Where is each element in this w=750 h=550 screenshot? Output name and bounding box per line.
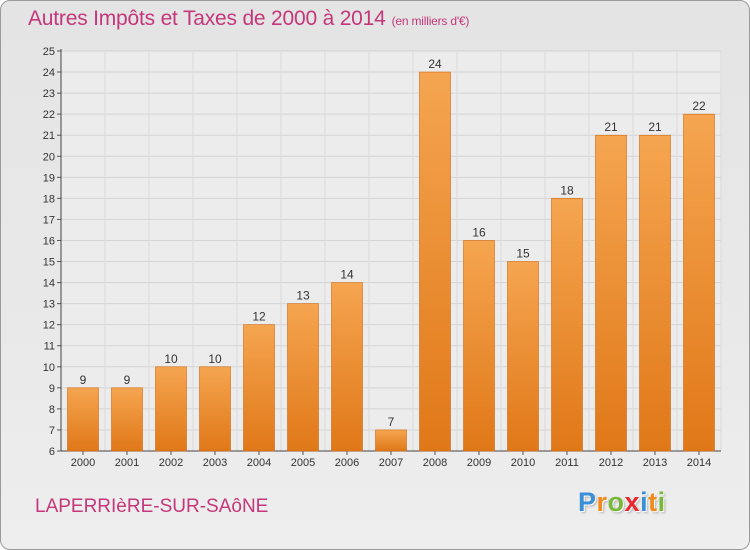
x-axis: 2000 2001 2002 2003 2004 2005 2006 2007 2008 2009… (61, 450, 721, 469)
data-labels: 9 9 10 10 12 13 14 7 24 16 15 18 21 21 22 (80, 57, 706, 429)
x-tick-label: 2014 (687, 457, 711, 469)
logo-letter: o (607, 487, 625, 517)
bar-2000 (67, 387, 99, 452)
logo-letter: x (624, 487, 641, 517)
bar-2003 (199, 366, 231, 452)
x-tick-label: 2000 (71, 457, 95, 469)
x-tick-label: 2003 (203, 457, 227, 469)
x-tick-label: 2009 (467, 457, 491, 469)
logo-letter: i (640, 487, 649, 517)
data-label-2006: 14 (340, 268, 354, 282)
bar-2011 (551, 198, 583, 452)
y-tick-label: 21 (43, 130, 55, 142)
x-tick-label: 2013 (643, 457, 667, 469)
x-tick-label: 2002 (159, 457, 183, 469)
logo-letter: i (657, 487, 666, 517)
data-label-2004: 12 (252, 310, 266, 324)
chart-subtitle: (en milliers d'€) (391, 14, 470, 28)
y-tick-label: 19 (43, 172, 55, 184)
logo-letter: t (648, 487, 658, 517)
data-label-2002: 10 (164, 352, 178, 366)
y-tick-label: 7 (49, 425, 55, 437)
y-tick-label: 23 (43, 88, 55, 100)
data-label-2005: 13 (296, 289, 310, 303)
y-tick-label: 10 (43, 362, 55, 374)
bar-2008 (419, 71, 451, 452)
y-tick-label: 22 (43, 109, 55, 121)
bar-2004 (243, 324, 275, 452)
data-label-2007: 7 (388, 415, 395, 429)
y-tick-label: 15 (43, 257, 55, 269)
bar-2001 (111, 387, 143, 452)
x-tick-label: 2010 (511, 457, 535, 469)
y-tick-label: 20 (43, 151, 55, 163)
y-tick-label: 12 (43, 320, 55, 332)
x-tick-label: 2006 (335, 457, 359, 469)
y-tick-label: 16 (43, 235, 55, 247)
x-tick-label: 2008 (423, 457, 447, 469)
bar-2014 (683, 113, 715, 452)
x-tick-label: 2005 (291, 457, 315, 469)
x-tick-label: 2001 (115, 457, 139, 469)
y-tick-label: 18 (43, 193, 55, 205)
y-axis: 6 7 8 9 10 11 12 13 14 15 16 17 18 19 20 21 22 23 24 25 (43, 46, 62, 458)
data-label-2009: 16 (472, 225, 486, 239)
bar-2012 (595, 134, 627, 452)
bar-2006 (331, 282, 363, 452)
chart-title: Autres Impôts et Taxes de 2000 à 2014 (en… (28, 7, 469, 31)
data-label-2000: 9 (80, 373, 87, 387)
bars (67, 71, 715, 452)
y-tick-label: 6 (49, 446, 55, 458)
bar-2010 (507, 261, 539, 452)
y-tick-label: 9 (49, 383, 55, 395)
data-label-2003: 10 (208, 352, 222, 366)
y-tick-label: 8 (49, 404, 55, 416)
y-tick-label: 24 (43, 67, 55, 79)
commune-name: LAPERRIèRE-SUR-SAôNE (35, 496, 269, 517)
data-label-2008: 24 (428, 57, 442, 71)
data-label-2011: 18 (560, 183, 574, 197)
bar-2009 (463, 240, 495, 452)
y-tick-label: 11 (44, 341, 55, 353)
data-label-2001: 9 (124, 373, 131, 387)
x-tick-label: 2007 (379, 457, 403, 469)
logo-letter: r (596, 487, 608, 517)
proxiti-logo: Proxiti (578, 487, 666, 518)
data-label-2014: 22 (692, 99, 706, 113)
chart-title-text: Autres Impôts et Taxes de 2000 à 2014 (28, 7, 386, 30)
y-tick-label: 25 (43, 46, 55, 58)
x-tick-label: 2012 (599, 457, 623, 469)
y-tick-label: 13 (43, 299, 55, 311)
data-label-2013: 21 (648, 120, 662, 134)
data-label-2012: 21 (604, 120, 618, 134)
logo-letter: P (578, 487, 597, 517)
x-tick-label: 2011 (555, 457, 579, 469)
data-label-2010: 15 (516, 247, 530, 261)
bar-2005 (287, 303, 319, 452)
bar-2007 (375, 429, 407, 452)
y-tick-label: 17 (43, 214, 55, 226)
bar-2002 (155, 366, 187, 452)
x-tick-label: 2004 (247, 457, 271, 469)
bar-2013 (639, 134, 671, 452)
y-tick-label: 14 (43, 278, 55, 290)
